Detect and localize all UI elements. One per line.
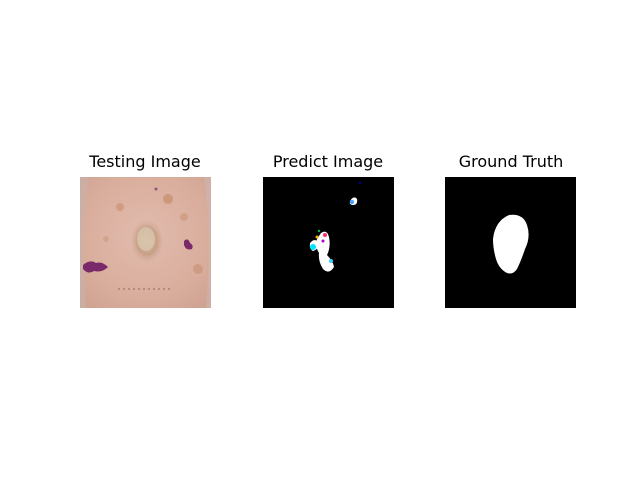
predict-image (263, 177, 394, 308)
prediction-blob (315, 235, 319, 239)
ground-truth-lesion-mask (493, 214, 529, 274)
ground-truth-segmentation-mask (445, 177, 576, 308)
ink-mark-left (83, 261, 108, 273)
dermoscopy-photo (80, 177, 211, 308)
prediction-blob (310, 244, 316, 250)
testing-image (80, 177, 211, 308)
prediction-blob (317, 229, 321, 233)
prediction-noise (359, 182, 361, 184)
prediction-blob (350, 200, 354, 204)
testing-image-title: Testing Image (89, 152, 201, 171)
ground-truth-title: Ground Truth (458, 152, 564, 171)
prediction-blob (323, 233, 327, 237)
freckle (163, 194, 173, 204)
lesion-center (137, 227, 155, 251)
ink-mark-right (184, 239, 193, 250)
ground-truth-image (445, 177, 576, 308)
lens-edge-left (80, 177, 88, 308)
prediction-blob (321, 239, 325, 243)
freckle (116, 203, 124, 211)
freckle (193, 264, 203, 274)
predicted-segmentation-mask (263, 177, 394, 308)
prediction-blob (329, 259, 333, 263)
lens-edge-right (204, 177, 211, 308)
freckle (180, 213, 188, 221)
predict-image-title: Predict Image (272, 152, 384, 171)
freckle (154, 187, 158, 191)
freckle (103, 236, 109, 242)
